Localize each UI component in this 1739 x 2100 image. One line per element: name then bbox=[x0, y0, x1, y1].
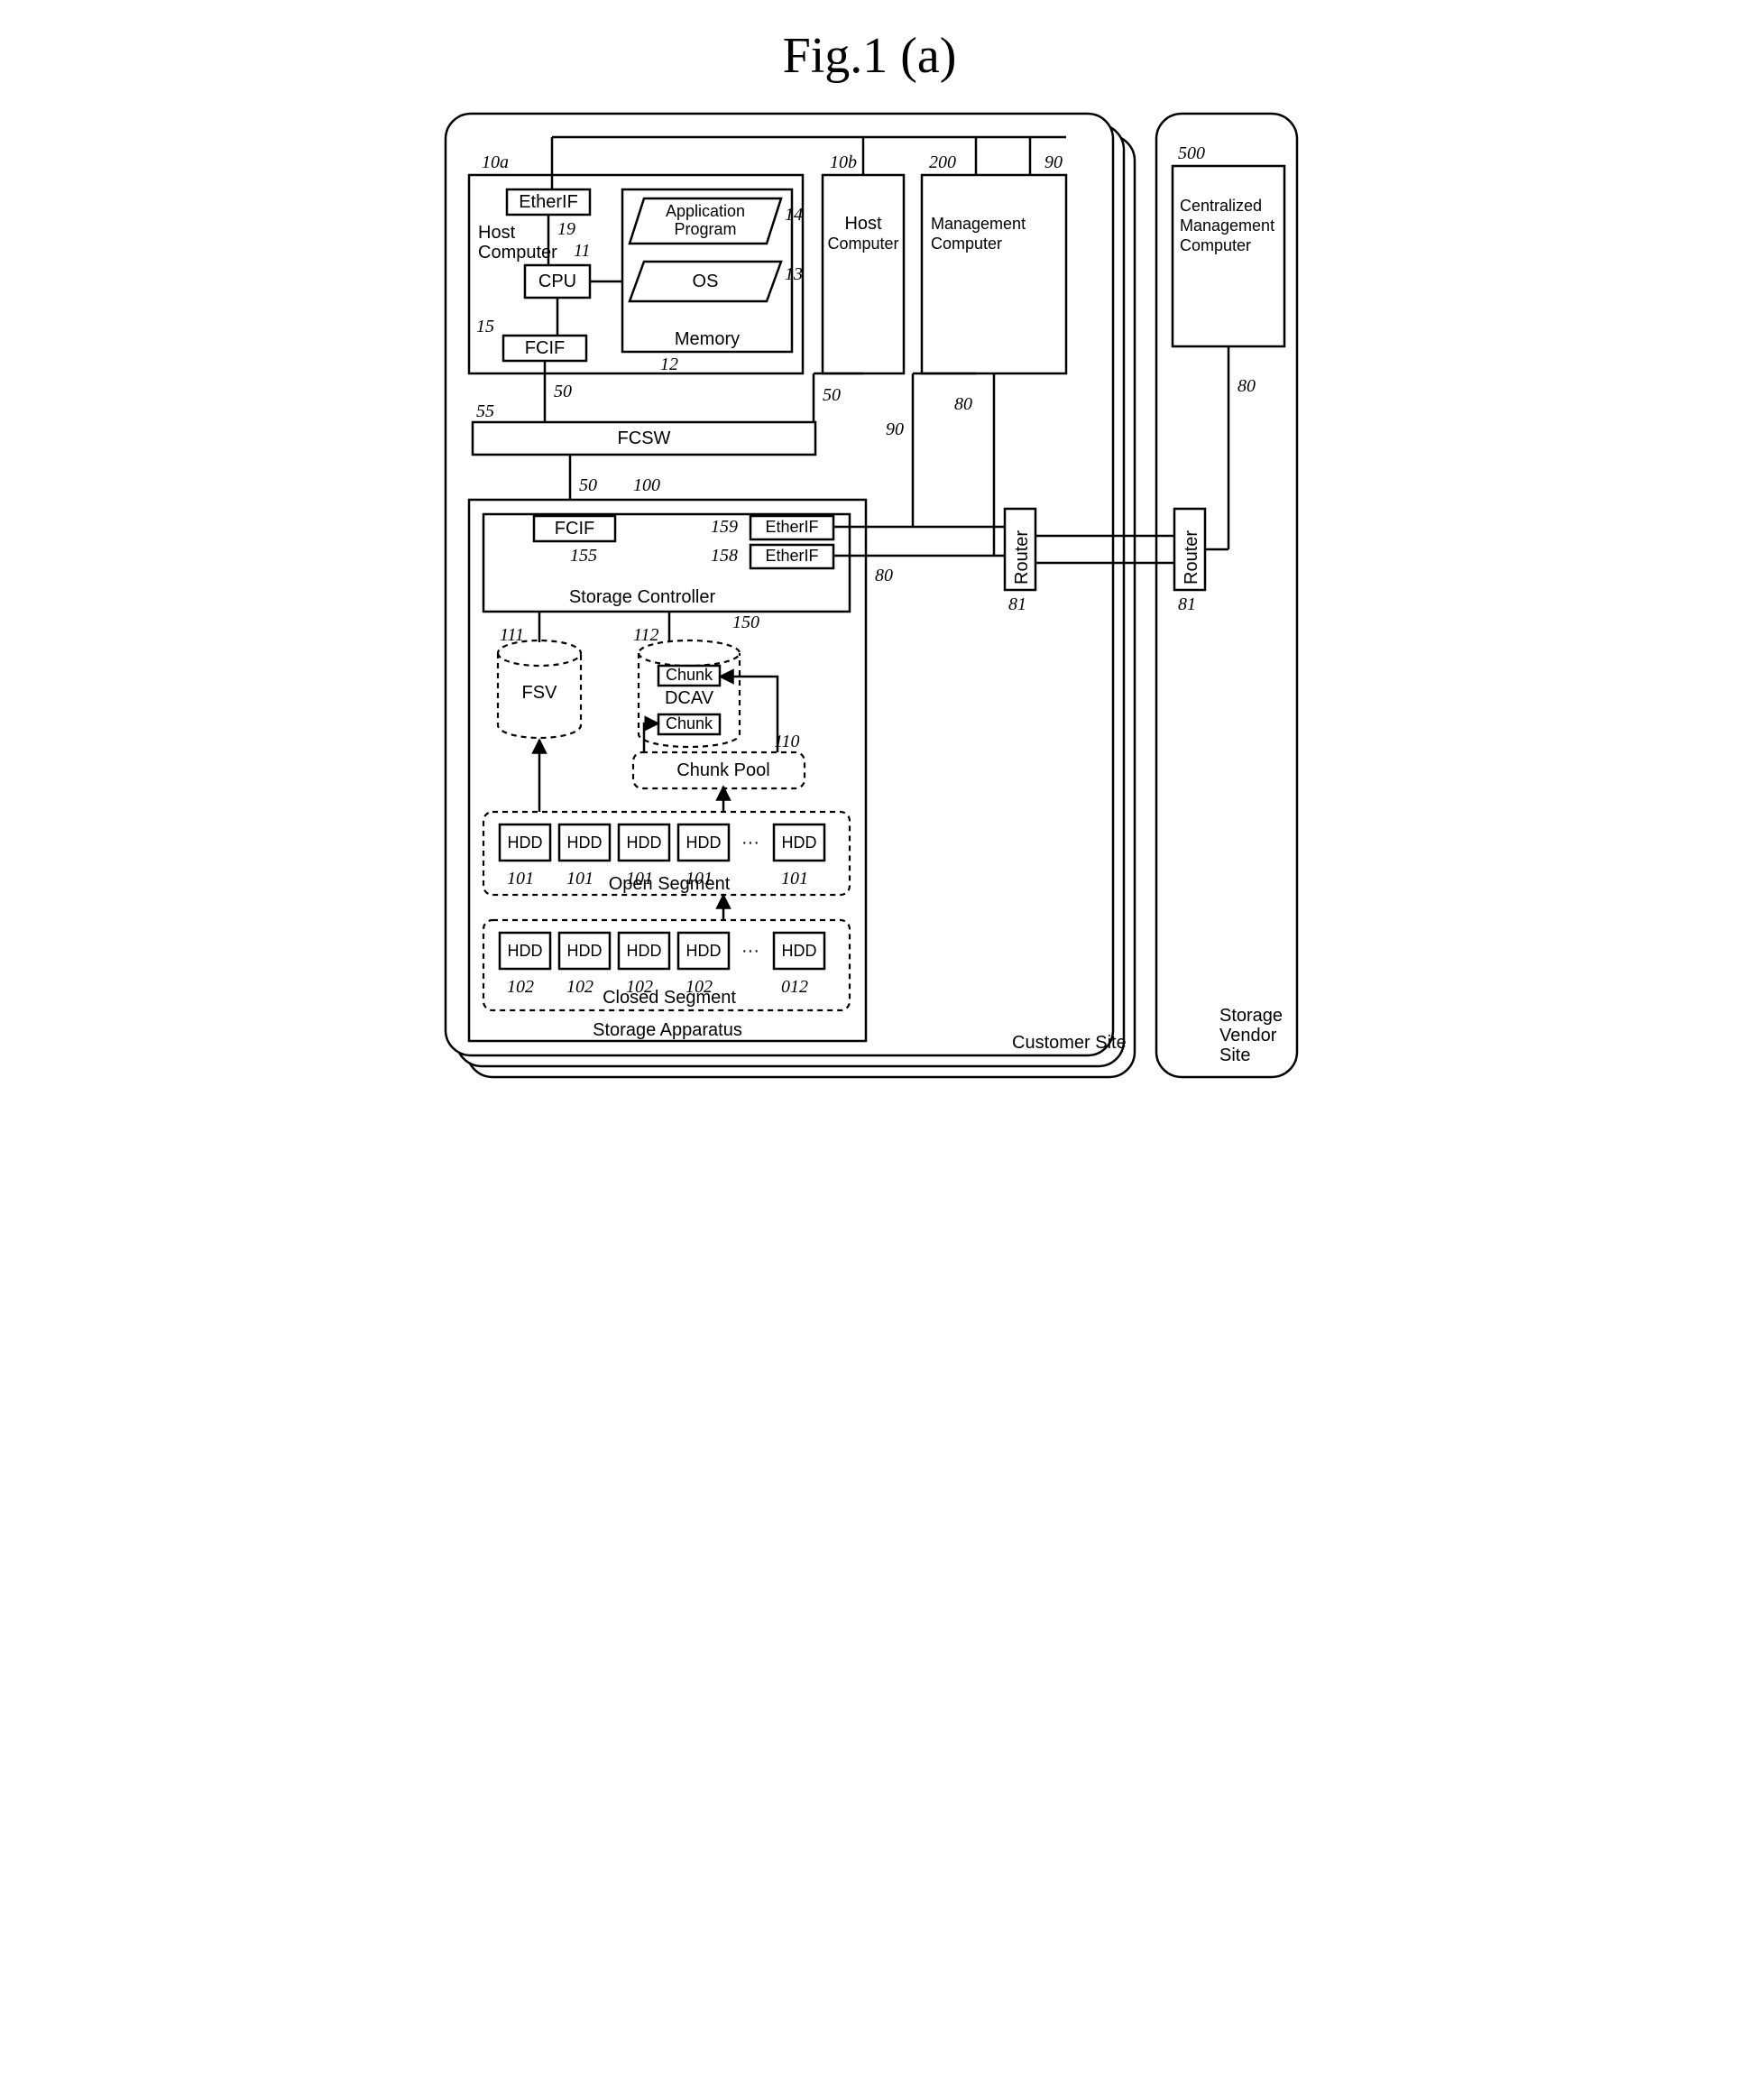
ref-102-3: 102 bbox=[626, 977, 653, 997]
fcif-a: FCIF bbox=[525, 338, 565, 358]
chunk-bot: Chunk bbox=[666, 714, 713, 732]
ref-90-b: 90 bbox=[886, 419, 904, 439]
ref-159: 159 bbox=[711, 517, 738, 537]
ref-101-5: 101 bbox=[781, 869, 808, 889]
central-l2: Management bbox=[1180, 216, 1274, 235]
fcsw: FCSW bbox=[618, 428, 671, 448]
host-b-l1: Host bbox=[844, 214, 882, 234]
ref-200: 200 bbox=[929, 152, 956, 172]
open-hdds: HDD HDD HDD HDD ··· HDD bbox=[500, 824, 824, 861]
storage-apparatus: Storage Apparatus bbox=[593, 1020, 742, 1040]
ref-101-4: 101 bbox=[685, 869, 713, 889]
chunk-pool: Chunk Pool bbox=[676, 760, 769, 780]
closed-seg: Closed Segment bbox=[603, 988, 736, 1008]
ref-90-top: 90 bbox=[1044, 152, 1063, 172]
svg-text:HDD: HDD bbox=[686, 834, 722, 852]
ref-158: 158 bbox=[711, 546, 738, 566]
ref-102-1: 102 bbox=[507, 977, 534, 997]
host-a-l2: Computer bbox=[478, 243, 557, 262]
ref-12: 12 bbox=[660, 355, 678, 374]
memory: Memory bbox=[675, 329, 740, 349]
svg-text:HDD: HDD bbox=[686, 942, 722, 960]
svg-text:HDD: HDD bbox=[627, 942, 662, 960]
ref-10a: 10a bbox=[482, 152, 509, 172]
storage-controller: Storage Controller bbox=[569, 587, 716, 607]
app-l1: Application bbox=[666, 202, 745, 220]
ref-112: 112 bbox=[633, 625, 659, 645]
host-a-l1: Host bbox=[478, 223, 516, 243]
ref-15: 15 bbox=[476, 317, 494, 336]
ref-102-2: 102 bbox=[566, 977, 593, 997]
ref-101-3: 101 bbox=[626, 869, 653, 889]
ref-13: 13 bbox=[785, 264, 803, 284]
ref-150: 150 bbox=[732, 612, 759, 632]
etherif-158: EtherIF bbox=[765, 547, 818, 565]
cpu: CPU bbox=[538, 272, 576, 291]
ref-80-c: 80 bbox=[1238, 376, 1256, 396]
ref-50-a: 50 bbox=[554, 382, 572, 401]
svg-text:HDD: HDD bbox=[627, 834, 662, 852]
ref-100: 100 bbox=[633, 475, 660, 495]
dcav: DCAV bbox=[665, 688, 714, 708]
ref-19: 19 bbox=[557, 219, 575, 239]
svg-text:···: ··· bbox=[741, 941, 759, 961]
fcif-ctrl: FCIF bbox=[555, 519, 594, 539]
mgmt-l1: Management bbox=[931, 215, 1026, 233]
ref-14: 14 bbox=[785, 205, 803, 225]
vendor-site-line1: Storage bbox=[1219, 1006, 1283, 1026]
host-b-l2: Computer bbox=[827, 235, 898, 253]
ref-155: 155 bbox=[570, 546, 597, 566]
ref-101-1: 101 bbox=[507, 869, 534, 889]
diagram: Customer Site Storage Vendor Site 10a Ho… bbox=[435, 103, 1304, 1095]
mgmt-l2: Computer bbox=[931, 235, 1002, 253]
router-cust: Router bbox=[1012, 530, 1032, 585]
svg-text:HDD: HDD bbox=[782, 834, 817, 852]
ref-50-b: 50 bbox=[823, 385, 841, 405]
svg-text:HDD: HDD bbox=[508, 834, 543, 852]
ref-80-b: 80 bbox=[875, 566, 893, 585]
central-l3: Computer bbox=[1180, 236, 1251, 254]
ref-50-c: 50 bbox=[579, 475, 597, 495]
closed-hdds: HDD HDD HDD HDD ··· HDD bbox=[500, 933, 824, 969]
svg-text:HDD: HDD bbox=[567, 942, 603, 960]
vendor-site-line2: Vendor bbox=[1219, 1026, 1277, 1045]
vendor-site-line3: Site bbox=[1219, 1045, 1250, 1065]
os: OS bbox=[693, 272, 719, 291]
figure-title: Fig.1 (a) bbox=[18, 27, 1721, 85]
ref-012: 012 bbox=[781, 977, 808, 997]
ref-102-4: 102 bbox=[685, 977, 713, 997]
customer-site-label: Customer Site bbox=[1012, 1033, 1127, 1053]
fsv: FSV bbox=[522, 683, 558, 703]
ref-500: 500 bbox=[1178, 143, 1205, 163]
svg-text:HDD: HDD bbox=[782, 942, 817, 960]
router-vend: Router bbox=[1182, 530, 1201, 585]
central-l1: Centralized bbox=[1180, 197, 1262, 215]
ref-80-a: 80 bbox=[954, 394, 972, 414]
svg-text:HDD: HDD bbox=[508, 942, 543, 960]
ref-81-a: 81 bbox=[1008, 594, 1026, 614]
ref-111: 111 bbox=[500, 625, 524, 645]
svg-text:···: ··· bbox=[741, 833, 759, 852]
svg-text:HDD: HDD bbox=[567, 834, 603, 852]
etherif-159: EtherIF bbox=[765, 518, 818, 536]
ref-81-b: 81 bbox=[1178, 594, 1196, 614]
chunk-top: Chunk bbox=[666, 666, 713, 684]
ref-55: 55 bbox=[476, 401, 494, 421]
ref-11: 11 bbox=[574, 241, 591, 261]
app-l2: Program bbox=[674, 220, 736, 238]
ref-101-2: 101 bbox=[566, 869, 593, 889]
ref-10b: 10b bbox=[830, 152, 857, 172]
etherif-a: EtherIF bbox=[519, 192, 578, 212]
